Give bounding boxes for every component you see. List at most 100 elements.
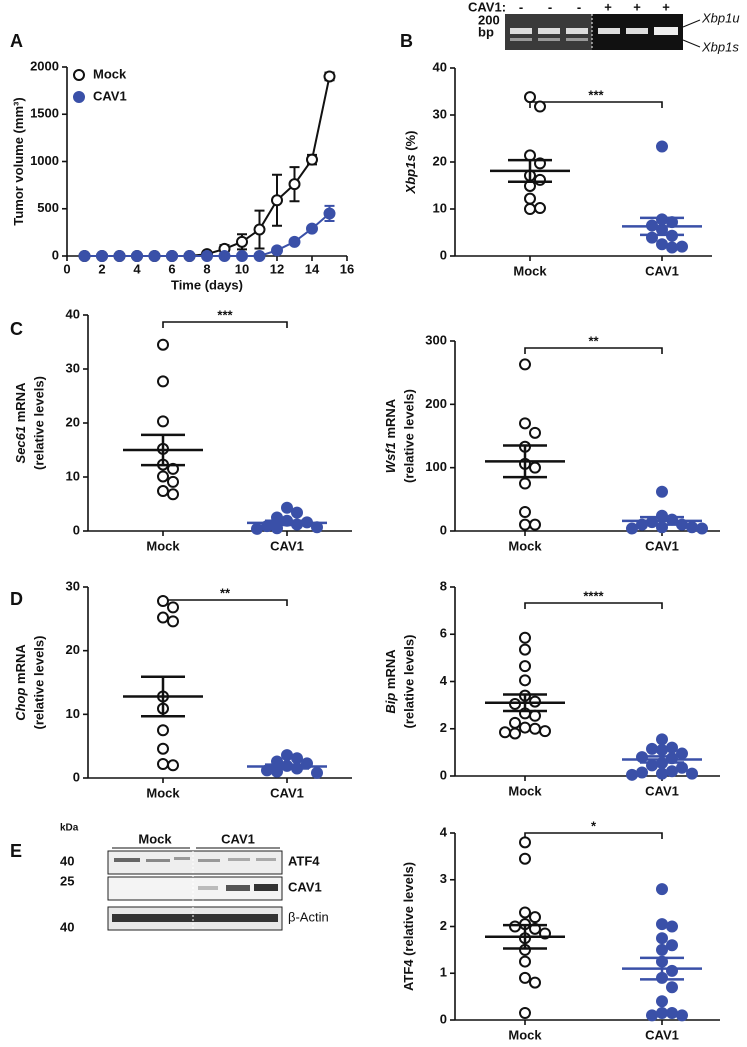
data-point: [656, 1006, 668, 1019]
y-axis-label-italic: Sec61: [13, 426, 28, 464]
x-tick-label: Mock: [146, 538, 180, 553]
data-point: [306, 153, 318, 166]
y-axis-label-text: (%): [403, 131, 418, 155]
data-point: [656, 918, 668, 931]
x-tick-label: CAV1: [645, 1027, 679, 1042]
data-point: [539, 725, 551, 738]
data-point: [534, 173, 546, 186]
data-point: [519, 477, 531, 490]
y-axis-label: Xbp1s (%): [403, 131, 418, 195]
x-tick-label: Mock: [508, 783, 542, 798]
gel-label: CAV1:: [468, 0, 506, 14]
data-point: [201, 250, 213, 262]
data-point: [236, 250, 248, 262]
blot-row-label: ATF4: [288, 853, 320, 868]
sem-bar: [503, 444, 547, 479]
data-point: [157, 757, 169, 770]
gel-image: [505, 14, 701, 50]
data-point: [656, 932, 668, 945]
x-tick-label: Mock: [508, 538, 542, 553]
y-tick-label: 10: [66, 706, 80, 721]
data-point: [236, 235, 248, 248]
y-tick-label: 0: [73, 769, 80, 784]
data-point: [157, 742, 169, 755]
data-point: [157, 470, 169, 483]
sem-bar: [640, 755, 684, 764]
y-axis-label: Sec61 mRNA: [13, 382, 28, 464]
data-point: [323, 70, 336, 83]
data-point: [626, 768, 638, 781]
data-point: [157, 595, 169, 608]
data-point: [666, 1006, 678, 1019]
data-point: [529, 976, 541, 989]
data-point: [519, 631, 531, 644]
panel-label: C: [10, 319, 23, 339]
y-tick-label: 0: [440, 247, 447, 262]
data-point: [167, 475, 179, 488]
data-point: [519, 721, 531, 734]
y-tick-label: 2: [440, 720, 447, 735]
data-point: [96, 250, 108, 262]
data-point: [529, 426, 541, 439]
data-point: [499, 726, 511, 739]
y-tick-label: 500: [37, 200, 59, 215]
data-point: [666, 765, 678, 778]
y-tick-label: 100: [425, 459, 447, 474]
x-tick-label: CAV1: [270, 538, 304, 553]
y-tick-label: 3: [440, 871, 447, 886]
y-tick-label: 1000: [30, 153, 59, 168]
data-point: [157, 338, 169, 351]
sem-bar: [265, 763, 309, 770]
data-point: [113, 250, 126, 262]
data-point: [157, 415, 169, 428]
gel-lane-sign: -: [577, 0, 581, 14]
gel-lane-sign: -: [519, 0, 523, 14]
y-tick-label: 0: [440, 1011, 447, 1026]
y-tick-label: 300: [425, 332, 447, 347]
x-tick-label: Mock: [513, 263, 547, 278]
significance-bracket: [524, 347, 663, 354]
legend-label: CAV1: [93, 88, 127, 103]
y-axis-label-text: Tumor volume (mm³): [11, 97, 26, 225]
panel-label: D: [10, 589, 23, 609]
data-point: [686, 767, 698, 780]
data-point: [509, 920, 521, 933]
y-axis-label: Tumor volume (mm³): [11, 97, 26, 225]
data-point: [519, 506, 531, 518]
data-point: [519, 852, 531, 865]
sem-bar: [640, 515, 684, 526]
data-point: [157, 485, 169, 498]
data-point: [676, 761, 688, 774]
data-point: [696, 522, 708, 535]
data-point: [509, 716, 521, 729]
y-tick-label: 0: [440, 767, 447, 782]
data-point: [271, 194, 283, 207]
significance-bracket: [524, 832, 663, 839]
y-axis-label-italic: Bip: [383, 693, 398, 714]
blot-marker: 40: [60, 919, 74, 934]
data-point: [519, 358, 531, 371]
x-tick-label: 2: [98, 261, 105, 276]
x-tick-label: CAV1: [645, 783, 679, 798]
data-point: [519, 518, 531, 531]
panel-label: B: [400, 31, 413, 51]
y-tick-label: 20: [66, 414, 80, 429]
sem-bar: [640, 216, 684, 237]
y-tick-label: 1500: [30, 106, 59, 121]
data-point: [534, 202, 546, 215]
y-tick-label: 10: [66, 468, 80, 483]
sem-bar: [640, 956, 684, 981]
data-point: [529, 911, 541, 924]
x-tick-label: Mock: [508, 1027, 542, 1042]
sem-bar: [503, 923, 547, 950]
gel-upper: Xbp1u: [701, 10, 740, 25]
data-point: [519, 836, 531, 849]
y-axis-label: Chop mRNA: [13, 644, 28, 721]
x-tick-label: 16: [340, 261, 354, 276]
data-point: [646, 1009, 658, 1022]
data-point: [656, 238, 668, 251]
y-tick-label: 1: [440, 965, 447, 980]
data-point: [519, 906, 531, 919]
y-tick-label: 8: [440, 578, 447, 593]
sem-bar: [508, 158, 552, 183]
